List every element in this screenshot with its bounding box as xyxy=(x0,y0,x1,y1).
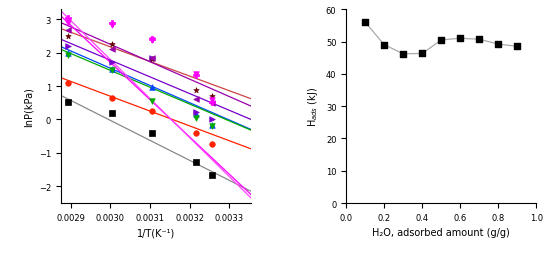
Point xyxy=(64,17,72,21)
Point xyxy=(107,69,116,73)
Point xyxy=(208,173,217,177)
Point xyxy=(208,142,217,146)
Point xyxy=(107,67,116,71)
Point xyxy=(64,51,72,55)
Point xyxy=(192,132,201,136)
Point xyxy=(399,53,408,57)
Point xyxy=(148,132,157,136)
Point xyxy=(208,95,217,99)
Point xyxy=(192,89,201,93)
Point xyxy=(148,57,157,61)
Point xyxy=(148,38,157,42)
Point xyxy=(107,112,116,116)
Point xyxy=(208,124,217,128)
Point xyxy=(494,43,503,47)
Point xyxy=(192,113,201,117)
Point xyxy=(107,24,116,28)
Point xyxy=(107,61,116,65)
Point xyxy=(361,21,369,25)
Point xyxy=(107,96,116,100)
Point xyxy=(208,100,217,104)
Point xyxy=(148,86,157,90)
Point xyxy=(418,52,427,56)
Point xyxy=(192,74,201,78)
Point xyxy=(148,110,157,114)
Point xyxy=(64,21,72,25)
X-axis label: H₂O, adsorbed amount (g/g): H₂O, adsorbed amount (g/g) xyxy=(372,227,510,237)
Point xyxy=(208,99,217,103)
Point xyxy=(437,39,446,43)
Point xyxy=(192,161,201,165)
Point xyxy=(380,43,389,47)
Point xyxy=(107,22,116,26)
Point xyxy=(192,110,201,114)
Point xyxy=(64,54,72,58)
Point xyxy=(148,99,157,103)
Point xyxy=(208,101,217,105)
Point xyxy=(192,73,201,77)
Point xyxy=(513,45,522,49)
Y-axis label: H$_{ads}$ (kJ): H$_{ads}$ (kJ) xyxy=(306,87,320,127)
Point xyxy=(148,57,157,61)
Point xyxy=(107,47,116,52)
Point xyxy=(64,82,72,86)
Y-axis label: lnP(kPa): lnP(kPa) xyxy=(23,87,33,126)
Point xyxy=(208,117,217,121)
Point xyxy=(64,101,72,105)
Point xyxy=(64,45,72,49)
Point xyxy=(107,42,116,46)
Point xyxy=(148,57,157,61)
Point xyxy=(64,29,72,33)
Point xyxy=(456,37,465,41)
Point xyxy=(192,116,201,120)
Point xyxy=(64,35,72,39)
Point xyxy=(192,98,201,102)
X-axis label: 1/T(K⁻¹): 1/T(K⁻¹) xyxy=(137,227,175,237)
Point xyxy=(208,124,217,128)
Point xyxy=(475,38,484,42)
Point xyxy=(148,39,157,43)
